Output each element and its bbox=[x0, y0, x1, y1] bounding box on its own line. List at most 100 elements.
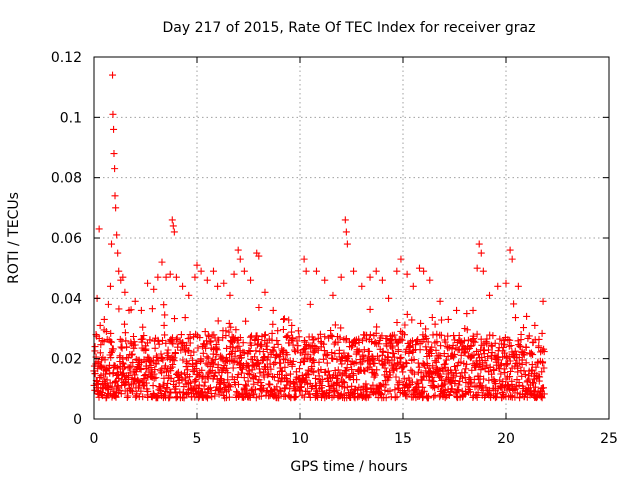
data-point bbox=[385, 294, 393, 302]
chart-title: Day 217 of 2015, Rate Of TEC Index for r… bbox=[163, 20, 536, 36]
data-point bbox=[479, 267, 487, 275]
data-point bbox=[191, 273, 199, 281]
data-point bbox=[312, 267, 320, 275]
data-point bbox=[109, 110, 117, 118]
data-point bbox=[329, 291, 337, 299]
data-point bbox=[502, 279, 510, 287]
data-point bbox=[185, 291, 193, 299]
data-point bbox=[341, 216, 349, 224]
data-point bbox=[461, 325, 469, 332]
data-point bbox=[168, 216, 176, 224]
data-point bbox=[179, 282, 187, 290]
data-point bbox=[150, 285, 158, 293]
data-point bbox=[342, 228, 350, 236]
y-tick-label: 0 bbox=[73, 412, 82, 428]
data-point bbox=[115, 267, 123, 275]
data-points bbox=[91, 71, 547, 366]
data-point bbox=[300, 255, 308, 263]
data-point bbox=[444, 315, 452, 323]
data-point bbox=[111, 192, 119, 200]
data-point bbox=[114, 249, 122, 257]
data-point bbox=[226, 291, 234, 299]
data-point bbox=[203, 276, 211, 284]
y-tick-label: 0.02 bbox=[51, 352, 82, 368]
data-point bbox=[106, 282, 114, 290]
data-point bbox=[110, 150, 118, 158]
data-point bbox=[96, 321, 104, 329]
data-point bbox=[214, 282, 222, 290]
data-point bbox=[169, 222, 177, 230]
data-point bbox=[95, 225, 103, 233]
data-point bbox=[193, 261, 201, 269]
x-tick-label: 15 bbox=[394, 431, 412, 447]
data-band bbox=[90, 300, 548, 402]
data-point bbox=[255, 252, 263, 260]
data-point bbox=[108, 240, 116, 248]
data-point bbox=[539, 297, 547, 305]
data-point bbox=[378, 276, 386, 284]
data-point bbox=[469, 306, 477, 314]
data-point bbox=[144, 279, 152, 287]
data-point bbox=[393, 267, 401, 275]
y-tick-label: 0.06 bbox=[51, 231, 82, 247]
data-point bbox=[234, 246, 242, 254]
data-point bbox=[306, 300, 314, 308]
data-point bbox=[420, 267, 428, 275]
y-tick-label: 0.12 bbox=[51, 50, 82, 66]
data-point bbox=[162, 273, 170, 281]
data-point bbox=[358, 282, 366, 290]
data-point bbox=[111, 165, 119, 173]
data-point bbox=[137, 306, 145, 314]
y-tick-label: 0.08 bbox=[51, 171, 82, 187]
data-point bbox=[236, 255, 244, 263]
data-point bbox=[121, 288, 129, 296]
x-tick-label: 25 bbox=[600, 431, 618, 447]
data-point bbox=[415, 264, 423, 272]
data-point bbox=[166, 270, 174, 278]
data-point bbox=[397, 255, 405, 263]
x-axis-label: GPS time / hours bbox=[290, 459, 407, 475]
data-point bbox=[230, 270, 238, 278]
data-point bbox=[486, 291, 494, 299]
data-point bbox=[403, 270, 411, 278]
data-point bbox=[154, 273, 162, 281]
data-point bbox=[104, 300, 112, 308]
data-point bbox=[220, 279, 228, 287]
data-point bbox=[112, 204, 120, 212]
data-point bbox=[343, 240, 351, 248]
data-point bbox=[172, 273, 180, 281]
data-point bbox=[98, 337, 106, 345]
data-point bbox=[280, 315, 288, 323]
axis-ticks: 0 5 10 15 20 25 0 0.02 0.04 0.06 0.08 0.1 0.12 bbox=[51, 50, 618, 447]
data-point bbox=[261, 288, 269, 296]
data-point bbox=[247, 276, 255, 284]
data-point bbox=[170, 228, 178, 236]
data-point bbox=[125, 306, 133, 314]
data-point bbox=[372, 267, 380, 275]
data-band-marks bbox=[90, 300, 548, 402]
data-point bbox=[494, 282, 502, 290]
data-point bbox=[531, 321, 539, 329]
y-tick-label: 0.04 bbox=[51, 291, 82, 307]
data-point bbox=[269, 306, 277, 314]
data-point bbox=[514, 282, 522, 290]
data-point bbox=[409, 282, 417, 290]
y-axis-label: ROTI / TECUs bbox=[6, 192, 22, 284]
data-point bbox=[426, 276, 434, 284]
data-point bbox=[110, 125, 118, 133]
data-point bbox=[100, 315, 108, 323]
y-tick-label: 0.1 bbox=[60, 110, 82, 126]
data-point bbox=[209, 267, 217, 275]
x-tick-label: 0 bbox=[90, 431, 99, 447]
x-tick-label: 5 bbox=[193, 431, 202, 447]
data-point bbox=[94, 358, 102, 366]
data-point bbox=[475, 240, 483, 248]
data-point bbox=[102, 328, 110, 336]
data-point bbox=[113, 231, 121, 239]
x-tick-label: 10 bbox=[291, 431, 309, 447]
data-point bbox=[508, 255, 516, 263]
data-point bbox=[288, 321, 296, 329]
data-point bbox=[321, 276, 329, 284]
data-point bbox=[506, 246, 514, 254]
